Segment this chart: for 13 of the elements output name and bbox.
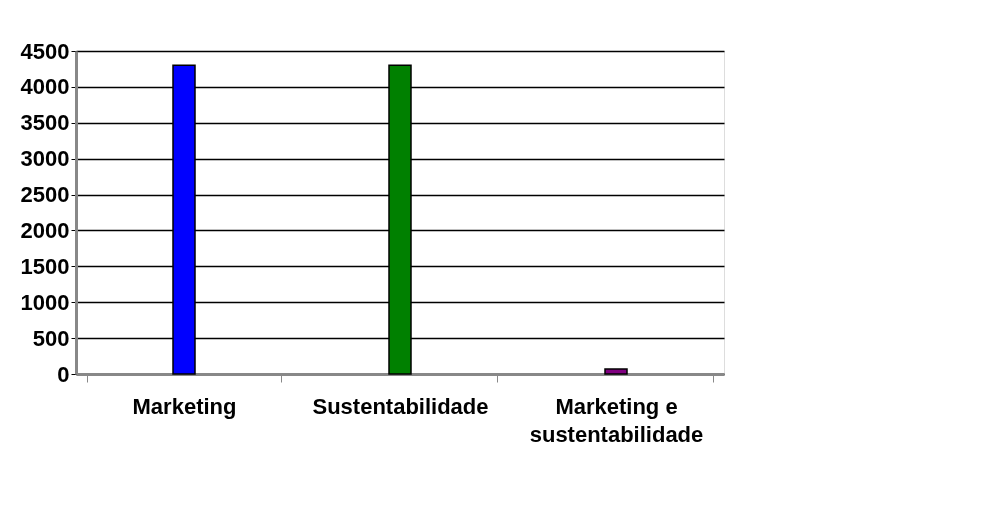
y-tick-label: 1000: [20, 289, 70, 315]
y-tick-label: 2000: [20, 217, 70, 243]
x-tick-label: Sustentabilidade: [312, 393, 489, 419]
x-tick-label: Marketing e sustentabilidade: [529, 393, 704, 447]
y-tick-label: 1500: [20, 253, 70, 279]
y-tick-label: 4000: [20, 74, 70, 100]
y-tick-label: 2500: [20, 182, 70, 208]
y-tick-label: 3000: [20, 146, 70, 172]
x-tick-label: Marketing: [132, 393, 237, 419]
y-tick-label: 3500: [20, 110, 70, 136]
y-tick-label: 0: [57, 361, 70, 387]
y-tick-label: 500: [32, 325, 70, 351]
y-tick-label: 4500: [20, 38, 70, 64]
